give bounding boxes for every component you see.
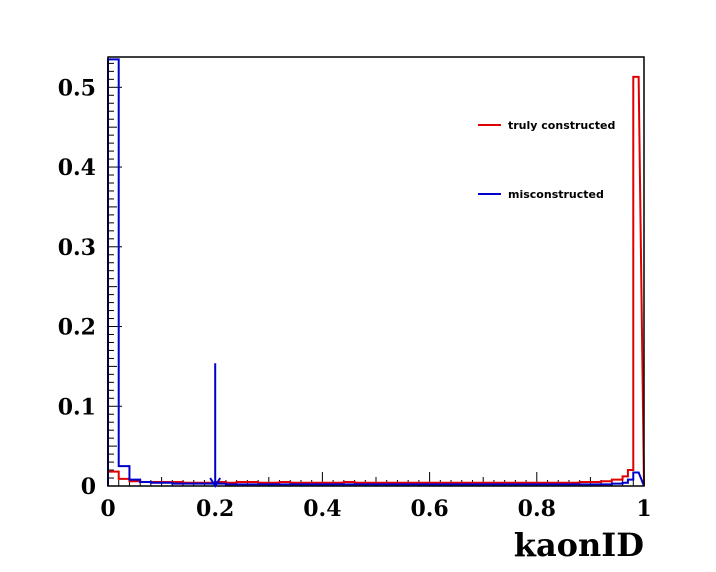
- cut-arrow-head: [209, 477, 222, 488]
- tick-labels: 0 0.2 0.4 0.6 0.8 1 0 0.1 0.2 0.3 0.4 0.5: [58, 75, 652, 522]
- x-tick-label: 0: [100, 496, 115, 522]
- legend-label-truly-constructed: truly constructed: [508, 119, 615, 132]
- x-tick-label: 0.6: [410, 496, 448, 522]
- legend-label-misconstructed: misconstructed: [508, 188, 604, 201]
- y-tick-label: 0.5: [58, 75, 96, 101]
- x-tick-label: 0.8: [518, 496, 556, 522]
- series-layer: [107, 58, 645, 487]
- x-tick-label: 1: [636, 496, 651, 522]
- y-tick-label: 0.1: [58, 394, 96, 420]
- y-tick-label: 0.3: [58, 235, 96, 261]
- annotation-layer: [209, 363, 222, 488]
- x-tick-label: 0.4: [303, 496, 341, 522]
- y-tick-label: 0: [81, 474, 96, 500]
- histogram-series-misconstructed: [107, 58, 645, 487]
- x-axis-title: kaonID: [514, 526, 644, 564]
- plot-frame: [107, 56, 645, 487]
- y-tick-label: 0.4: [58, 155, 96, 181]
- histogram-series-truly-constructed: [107, 75, 645, 487]
- y-tick-label: 0.2: [58, 315, 96, 341]
- legend: truly constructed misconstructed: [478, 119, 615, 201]
- x-tick-label: 0.2: [196, 496, 234, 522]
